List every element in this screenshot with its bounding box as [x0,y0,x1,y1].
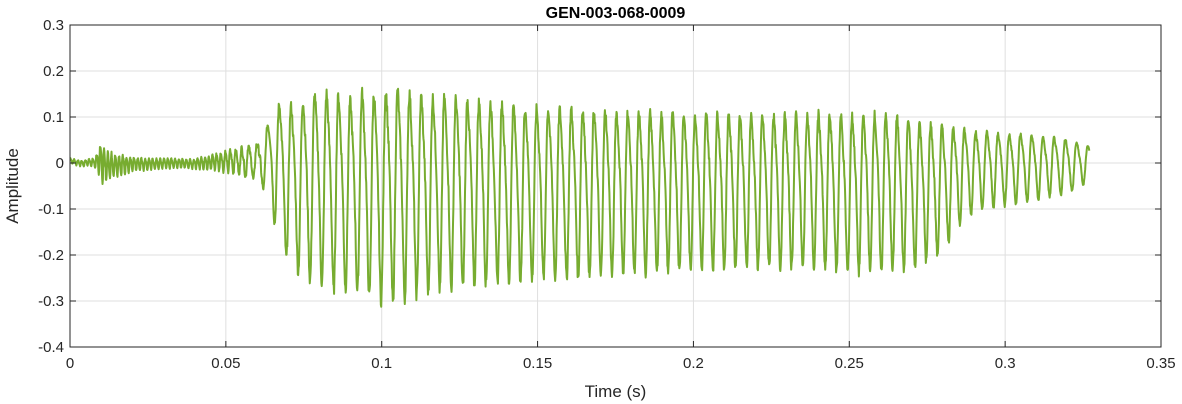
waveform-series [69,86,1091,308]
y-tick-label: -0.3 [38,293,64,310]
x-axis-ticks: 0 0.05 0.1 0.15 0.2 0.25 0.3 0.35 [66,25,1176,372]
plot-area [70,25,1161,347]
waveform-line [69,86,1091,308]
y-tick-label: 0 [56,155,64,172]
x-tick-label: 0.2 [683,355,704,372]
x-tick-label: 0.15 [523,355,552,372]
x-tick-label: 0.1 [371,355,392,372]
x-tick-label: 0.05 [211,355,240,372]
y-tick-label: 0.1 [43,109,64,126]
y-tick-label: 0.3 [43,17,64,34]
y-tick-label: -0.2 [38,247,64,264]
y-tick-label: -0.1 [38,201,64,218]
x-tick-label: 0.35 [1146,355,1175,372]
y-axis-ticks: -0.4 -0.3 -0.2 -0.1 0 0.1 0.2 0.3 [38,17,1161,356]
y-tick-label: 0.2 [43,63,64,80]
x-tick-label: 0.3 [995,355,1016,372]
x-axis-label: Time (s) [585,382,647,401]
y-tick-label: -0.4 [38,339,64,356]
plot-box [69,24,1162,348]
x-tick-label: 0 [66,355,74,372]
x-tick-label: 0.25 [835,355,864,372]
chart-title: GEN-003-068-0009 [546,5,686,22]
y-axis-label: Amplitude [3,148,22,224]
